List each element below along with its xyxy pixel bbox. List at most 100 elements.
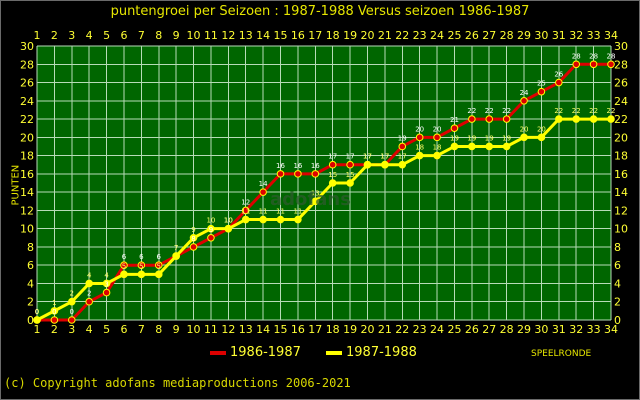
x-tick-label-bottom: 6 bbox=[120, 323, 127, 336]
data-label-1986-1987: 6 bbox=[157, 253, 162, 261]
data-point-1987-1988 bbox=[85, 279, 93, 288]
x-tick-label-top: 18 bbox=[326, 29, 340, 42]
data-label-1987-1988: 19 bbox=[467, 134, 476, 142]
data-point-1986-1987 bbox=[537, 87, 546, 96]
y-tick-label-left: 16 bbox=[20, 168, 34, 181]
data-point-1986-1987 bbox=[137, 261, 146, 270]
data-label-1986-1987: 8 bbox=[191, 235, 195, 243]
x-tick-label-bottom: 26 bbox=[465, 323, 479, 336]
x-tick-label-top: 13 bbox=[239, 29, 253, 42]
data-label-1987-1988: 7 bbox=[174, 244, 178, 252]
data-label-1987-1988: 11 bbox=[293, 208, 302, 216]
data-point-1986-1987 bbox=[502, 115, 511, 123]
data-point-1987-1988 bbox=[415, 151, 424, 160]
x-tick-label-top: 17 bbox=[308, 29, 322, 42]
x-tick-label-top: 25 bbox=[447, 29, 461, 42]
data-point-1986-1987 bbox=[328, 160, 337, 169]
data-label-1987-1988: 19 bbox=[485, 134, 494, 142]
x-tick-label-top: 14 bbox=[256, 29, 270, 42]
data-label-1986-1987: 25 bbox=[537, 80, 546, 88]
data-label-1986-1987: 22 bbox=[467, 107, 476, 115]
data-label-1986-1987: 7 bbox=[174, 244, 178, 252]
x-tick-label-bottom: 23 bbox=[413, 323, 427, 336]
x-tick-label-top: 15 bbox=[274, 29, 288, 42]
data-label-1986-1987: 28 bbox=[607, 52, 616, 60]
data-label-1987-1988: 17 bbox=[380, 153, 389, 161]
x-tick-label-bottom: 29 bbox=[517, 323, 531, 336]
x-tick-label-top: 5 bbox=[103, 29, 110, 42]
x-tick-label-top: 23 bbox=[413, 29, 427, 42]
data-label-1987-1988: 5 bbox=[157, 262, 161, 270]
x-tick-label-bottom: 7 bbox=[138, 323, 145, 336]
data-point-1987-1988 bbox=[241, 215, 250, 224]
series-line-1986-1987 bbox=[37, 62, 611, 322]
data-label-1987-1988: 17 bbox=[398, 153, 407, 161]
data-point-1987-1988 bbox=[381, 160, 389, 169]
x-tick-label-bottom: 25 bbox=[447, 323, 461, 336]
data-label-1987-1988: 4 bbox=[87, 271, 92, 279]
series-line-1987-1988 bbox=[36, 117, 611, 322]
x-tick-label-bottom: 2 bbox=[51, 323, 58, 336]
x-tick-label-bottom: 30 bbox=[534, 323, 548, 336]
y-tick-label-left: 8 bbox=[27, 241, 34, 254]
data-point-1987-1988 bbox=[154, 270, 163, 279]
y-tick-label-right: 2 bbox=[614, 296, 621, 309]
data-point-1987-1988 bbox=[172, 252, 180, 260]
x-tick-label-top: 10 bbox=[187, 29, 201, 42]
y-tick-label-right: 0 bbox=[614, 314, 621, 327]
data-label-1987-1988: 1 bbox=[52, 299, 56, 307]
data-point-1987-1988 bbox=[50, 307, 59, 315]
data-label-1986-1987: 28 bbox=[572, 52, 581, 60]
data-point-1986-1987 bbox=[67, 316, 76, 324]
data-point-1987-1988 bbox=[276, 215, 285, 224]
x-tick-label-top: 20 bbox=[360, 29, 374, 42]
y-tick-label-right: 10 bbox=[614, 223, 628, 236]
data-label-1987-1988: 22 bbox=[572, 107, 581, 115]
y-tick-label-left: 0 bbox=[27, 314, 34, 327]
data-label-1987-1988: 5 bbox=[139, 262, 143, 270]
x-tick-label-bottom: 12 bbox=[221, 323, 235, 336]
data-point-1986-1987 bbox=[259, 188, 267, 196]
y-tick-label-left: 30 bbox=[20, 40, 34, 53]
data-point-1987-1988 bbox=[398, 160, 407, 169]
data-label-1987-1988: 22 bbox=[589, 107, 598, 115]
x-tick-label-top: 4 bbox=[86, 29, 93, 42]
x-tick-label-top: 2 bbox=[51, 29, 58, 42]
y-tick-label-right: 26 bbox=[614, 77, 628, 90]
data-label-1986-1987: 17 bbox=[328, 153, 337, 161]
x-tick-label-top: 31 bbox=[552, 29, 566, 42]
x-tick-label-top: 34 bbox=[604, 29, 618, 42]
data-label-1986-1987: 16 bbox=[276, 162, 285, 170]
data-point-1987-1988 bbox=[433, 151, 441, 160]
x-tick-label-top: 8 bbox=[155, 29, 162, 42]
x-tick-label-top: 26 bbox=[465, 29, 479, 42]
data-label-1987-1988: 18 bbox=[433, 144, 442, 152]
y-tick-label-right: 28 bbox=[614, 58, 628, 71]
data-label-1986-1987: 6 bbox=[139, 253, 144, 261]
x-tick-label-top: 24 bbox=[430, 29, 444, 42]
data-label-1987-1988: 9 bbox=[191, 226, 195, 234]
data-point-1986-1987 bbox=[485, 115, 494, 123]
data-label-1986-1987: 0 bbox=[70, 308, 74, 316]
data-point-1987-1988 bbox=[102, 279, 111, 288]
x-tick-label-bottom: 9 bbox=[173, 323, 180, 336]
data-label-1987-1988: 2 bbox=[70, 290, 74, 298]
y-tick-label-left: 6 bbox=[27, 259, 34, 272]
x-tick-label-bottom: 10 bbox=[187, 323, 201, 336]
data-label-1987-1988: 11 bbox=[276, 208, 285, 216]
y-tick-label-right: 8 bbox=[614, 241, 621, 254]
data-label-1986-1987: 24 bbox=[520, 89, 529, 97]
data-point-1987-1988 bbox=[589, 115, 598, 123]
y-tick-label-left: 14 bbox=[20, 186, 34, 199]
x-tick-label-top: 29 bbox=[517, 29, 531, 42]
data-label-1987-1988: 18 bbox=[415, 144, 424, 152]
x-tick-label-top: 22 bbox=[395, 29, 409, 42]
x-tick-label-bottom: 24 bbox=[430, 323, 444, 336]
y-tick-label-right: 12 bbox=[614, 204, 628, 217]
data-label-1986-1987: 26 bbox=[554, 71, 563, 79]
legend-marker-1986-1987 bbox=[210, 351, 226, 355]
x-tick-label-bottom: 5 bbox=[103, 323, 110, 336]
x-tick-label-bottom: 20 bbox=[360, 323, 374, 336]
watermark: adofans bbox=[270, 189, 351, 210]
